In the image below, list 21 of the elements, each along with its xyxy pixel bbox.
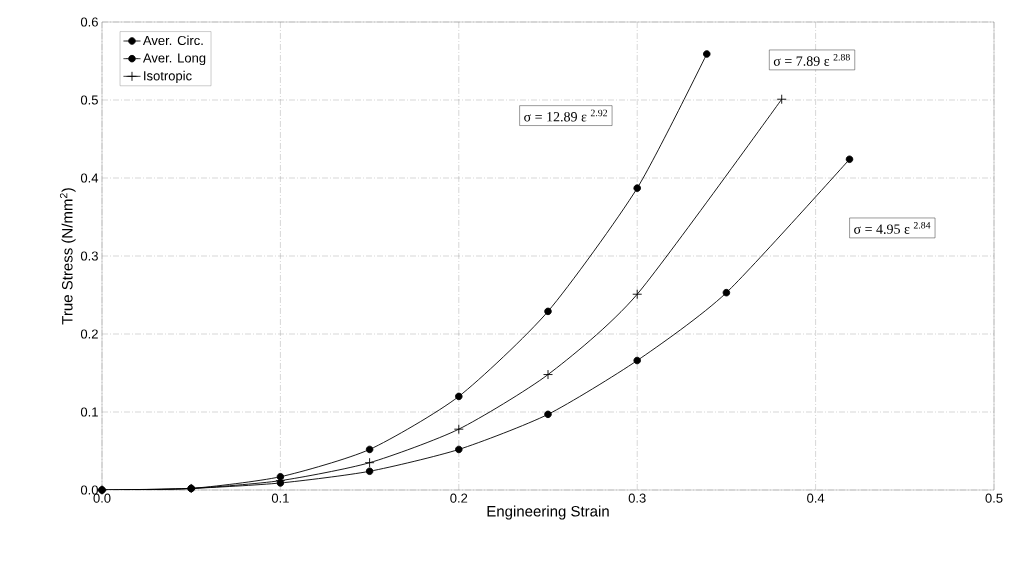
legend-label: Aver. Long bbox=[142, 53, 206, 66]
y-tick-label: 0.5 bbox=[80, 95, 98, 105]
annotation: σ = 7.89 ε $^{2.88}$ bbox=[773, 53, 850, 66]
x-tick-label: 0.3 bbox=[628, 493, 646, 503]
legend-label: Isotropic bbox=[144, 70, 192, 83]
y-tick-label: 0.3 bbox=[80, 251, 98, 261]
y-tick-label: 0.1 bbox=[80, 407, 98, 417]
y-tick-label: 0.4 bbox=[80, 173, 99, 183]
y-tick-label: 0.0 bbox=[80, 485, 98, 495]
y-tick-label: 0.6 bbox=[80, 17, 98, 27]
x-tick-label: 0.2 bbox=[450, 493, 468, 503]
x-tick-label: 0.4 bbox=[807, 493, 825, 503]
x-axis-title: Engineering Strain bbox=[487, 505, 609, 520]
x-tick-label: 0.1 bbox=[271, 493, 289, 503]
x-tick-label: 0.0 bbox=[93, 493, 111, 503]
legend-label: Aver. Circ. bbox=[142, 35, 203, 46]
y-axis-title: True Stress (N/mm$^{2}$) bbox=[59, 188, 76, 325]
x-tick-label: 0.5 bbox=[985, 493, 1003, 503]
annotation: σ = 4.95 ε $^{2.84}$ bbox=[854, 221, 931, 234]
annotation: σ = 12.89 ε $^{2.92}$ bbox=[524, 109, 608, 122]
y-tick-label: 0.2 bbox=[80, 329, 98, 339]
